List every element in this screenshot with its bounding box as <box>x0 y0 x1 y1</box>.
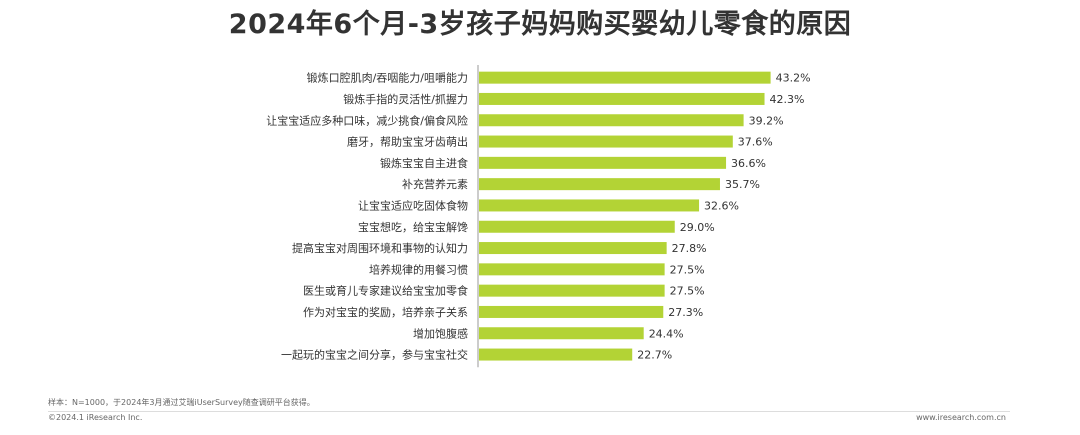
data-label: 27.8% <box>672 242 707 255</box>
category-label: 让宝宝适应吃固体食物 <box>358 198 468 212</box>
bar-chart: 锻炼口腔肌肉/吞咽能力/咀嚼能力 43.2% 锻炼手指的灵活性/抓握力 42.3% 让宝… <box>266 65 811 368</box>
category-label: 锻炼口腔肌肉/吞咽能力/咀嚼能力 <box>307 71 468 85</box>
data-label: 37.6% <box>738 136 773 149</box>
bar <box>479 220 675 233</box>
category-label: 增加饱腹感 <box>413 326 468 340</box>
data-label: 27.5% <box>670 285 705 298</box>
footnote: 样本：N=1000，于2024年3月通过艾瑞iUserSurvey随查调研平台获… <box>48 398 315 407</box>
bar <box>479 263 665 276</box>
data-label: 36.6% <box>731 157 766 170</box>
category-label: 补充营养元素 <box>402 177 468 191</box>
category-label: 作为对宝宝的奖励，培养亲子关系 <box>303 305 468 319</box>
bar <box>479 327 644 340</box>
data-label: 39.2% <box>749 114 784 127</box>
category-label: 宝宝想吃，给宝宝解馋 <box>358 220 468 234</box>
bar <box>479 348 633 361</box>
bar <box>479 114 744 127</box>
footer-divider <box>48 411 1010 412</box>
category-label: 培养规律的用餐习惯 <box>369 262 468 276</box>
bar <box>479 135 733 148</box>
copyright: ©2024.1 iResearch Inc. <box>48 413 143 422</box>
data-label: 24.4% <box>649 327 684 340</box>
bar <box>479 156 727 169</box>
bar <box>479 284 665 297</box>
bar <box>479 199 700 212</box>
data-label: 27.3% <box>668 306 703 319</box>
data-label: 29.0% <box>680 221 715 234</box>
category-label: 医生或育儿专家建议给宝宝加零食 <box>303 284 468 298</box>
category-label: 锻炼宝宝自主进食 <box>380 156 468 170</box>
bar <box>479 92 765 105</box>
data-label: 43.2% <box>776 72 811 85</box>
bar <box>479 71 771 84</box>
category-label: 让宝宝适应多种口味，减少挑食/偏食风险 <box>266 113 468 127</box>
data-label: 42.3% <box>770 93 805 106</box>
category-label: 一起玩的宝宝之间分享，参与宝宝社交 <box>281 348 468 362</box>
data-label: 27.5% <box>670 263 705 276</box>
category-label: 磨牙，帮助宝宝牙齿萌出 <box>347 135 468 149</box>
website-url: www.iresearch.com.cn <box>916 413 1006 422</box>
bar <box>479 305 664 318</box>
data-label: 22.7% <box>637 349 672 362</box>
data-label: 32.6% <box>704 199 739 212</box>
data-label: 35.7% <box>725 178 760 191</box>
bar <box>479 242 667 255</box>
bar <box>479 178 720 191</box>
category-label: 锻炼手指的灵活性/抓握力 <box>343 92 468 106</box>
chart-title: 2024年6个月-3岁孩子妈妈购买婴幼儿零食的原因 <box>228 9 852 40</box>
category-label: 提高宝宝对周围环境和事物的认知力 <box>292 241 468 255</box>
